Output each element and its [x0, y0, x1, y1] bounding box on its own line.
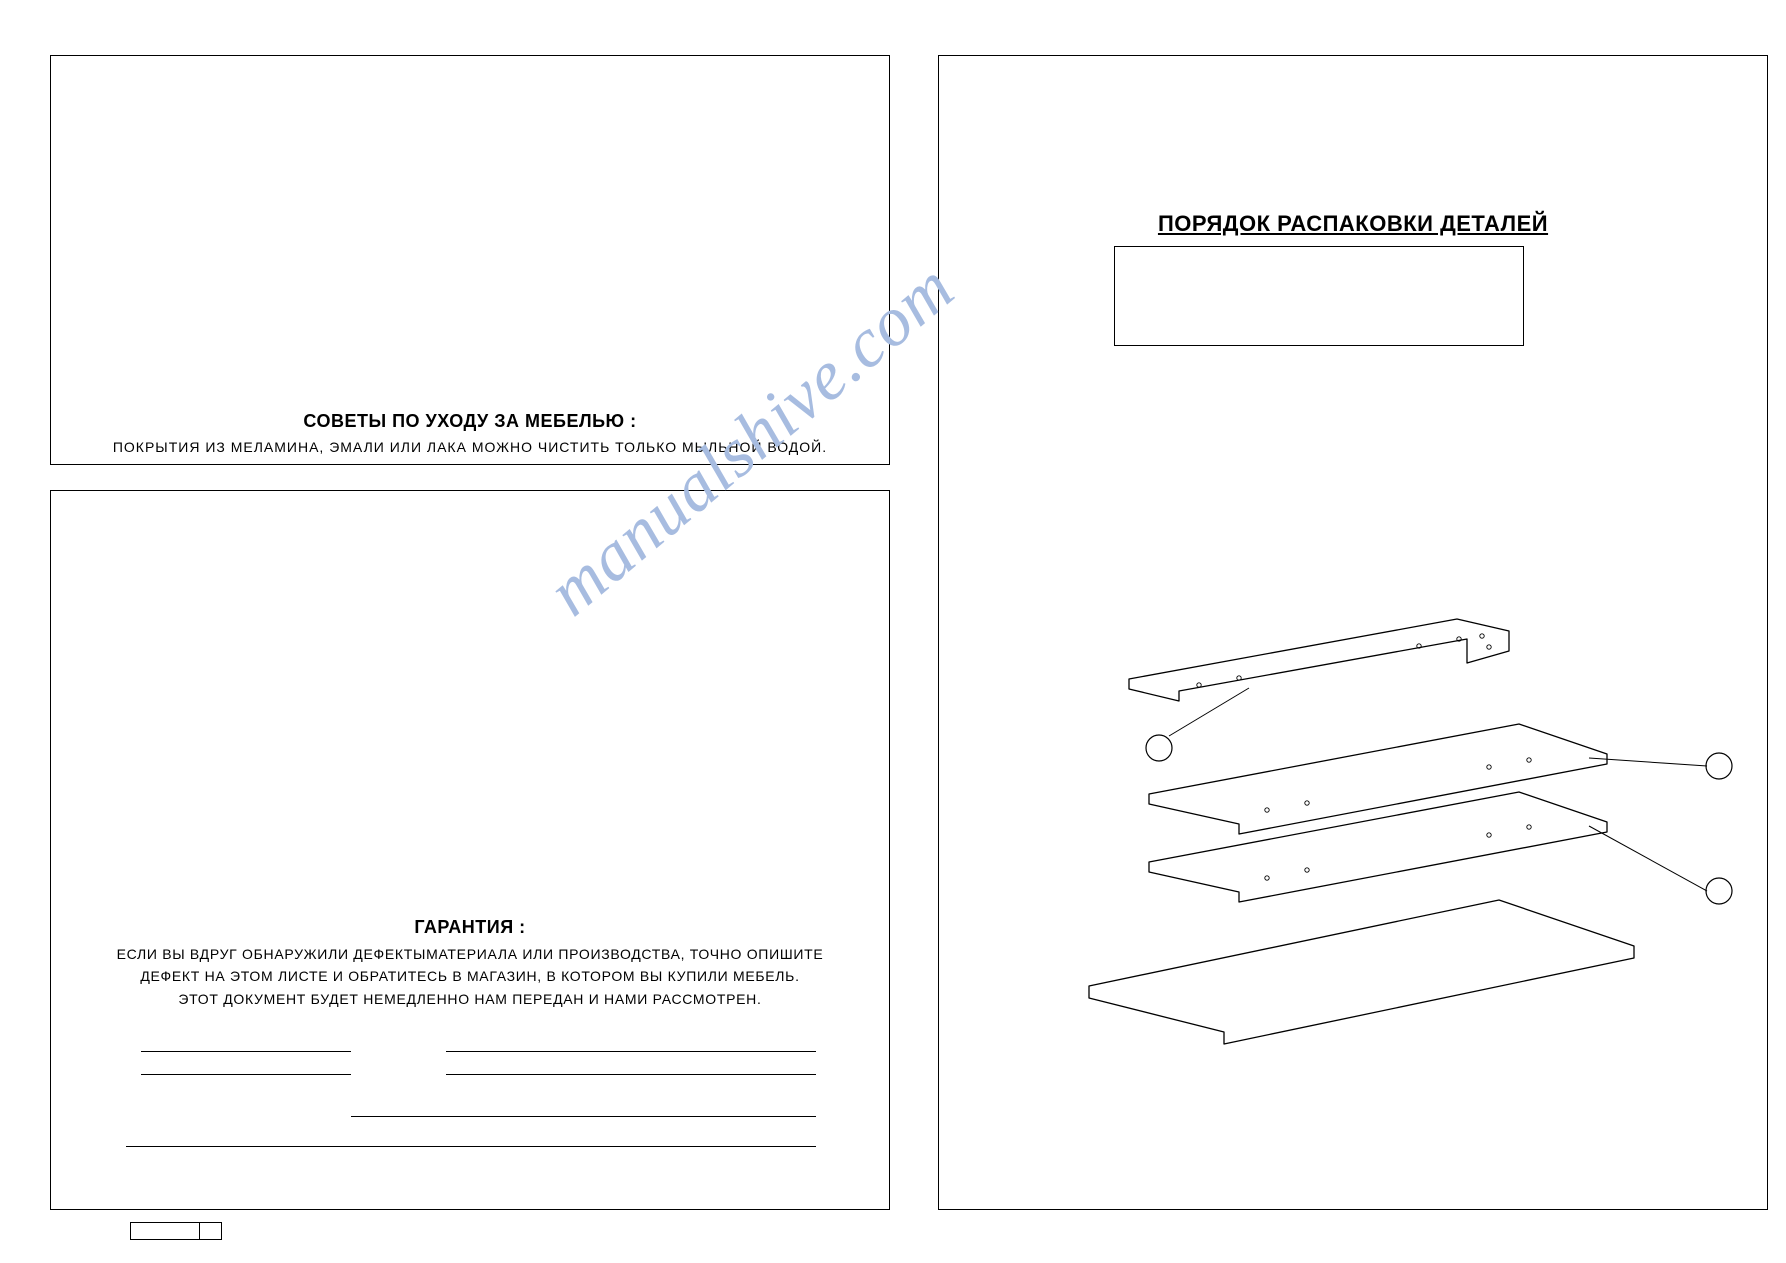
parts-diagram — [999, 586, 1739, 1086]
unpacking-box — [1114, 246, 1524, 346]
page: СОВЕТЫ ПО УХОДУ ЗА МЕБЕЛЬЮ : ПОКРЫТИЯ ИЗ… — [0, 0, 1786, 1263]
care-title: СОВЕТЫ ПО УХОДУ ЗА МЕБЕЛЬЮ : — [51, 411, 889, 432]
form-line — [141, 1051, 351, 1052]
care-text: ПОКРЫТИЯ ИЗ МЕЛАМИНА, ЭМАЛИ ИЛИ ЛАКА МОЖ… — [51, 439, 889, 455]
care-panel: СОВЕТЫ ПО УХОДУ ЗА МЕБЕЛЬЮ : ПОКРЫТИЯ ИЗ… — [50, 55, 890, 465]
form-line — [141, 1074, 351, 1075]
form-line — [126, 1146, 816, 1147]
warranty-panel: ГАРАНТИЯ : ЕСЛИ ВЫ ВДРУГ ОБНАРУЖИЛИ ДЕФЕ… — [50, 490, 890, 1210]
warranty-text: ЕСЛИ ВЫ ВДРУГ ОБНАРУЖИЛИ ДЕФЕКТЫМАТЕРИАЛ… — [51, 943, 889, 1010]
form-line — [351, 1116, 816, 1117]
form-line — [446, 1051, 816, 1052]
unpacking-title: ПОРЯДОК РАСПАКОВКИ ДЕТАЛЕЙ — [939, 211, 1767, 237]
footer-box-2 — [200, 1222, 222, 1240]
warranty-line3: ЭТОТ ДОКУМЕНТ БУДЕТ НЕМЕДЛЕННО НАМ ПЕРЕД… — [178, 991, 761, 1007]
footer-box-1 — [130, 1222, 200, 1240]
panel-bottom — [1089, 900, 1634, 1044]
footer-boxes — [130, 1222, 222, 1240]
unpacking-panel: ПОРЯДОК РАСПАКОВКИ ДЕТАЛЕЙ — [938, 55, 1768, 1210]
warranty-line2: ДЕФЕКТ НА ЭТОМ ЛИСТЕ И ОБРАТИТЕСЬ В МАГА… — [140, 968, 799, 984]
form-line — [446, 1074, 816, 1075]
warranty-title: ГАРАНТИЯ : — [51, 917, 889, 938]
warranty-line1: ЕСЛИ ВЫ ВДРУГ ОБНАРУЖИЛИ ДЕФЕКТЫМАТЕРИАЛ… — [117, 946, 824, 962]
